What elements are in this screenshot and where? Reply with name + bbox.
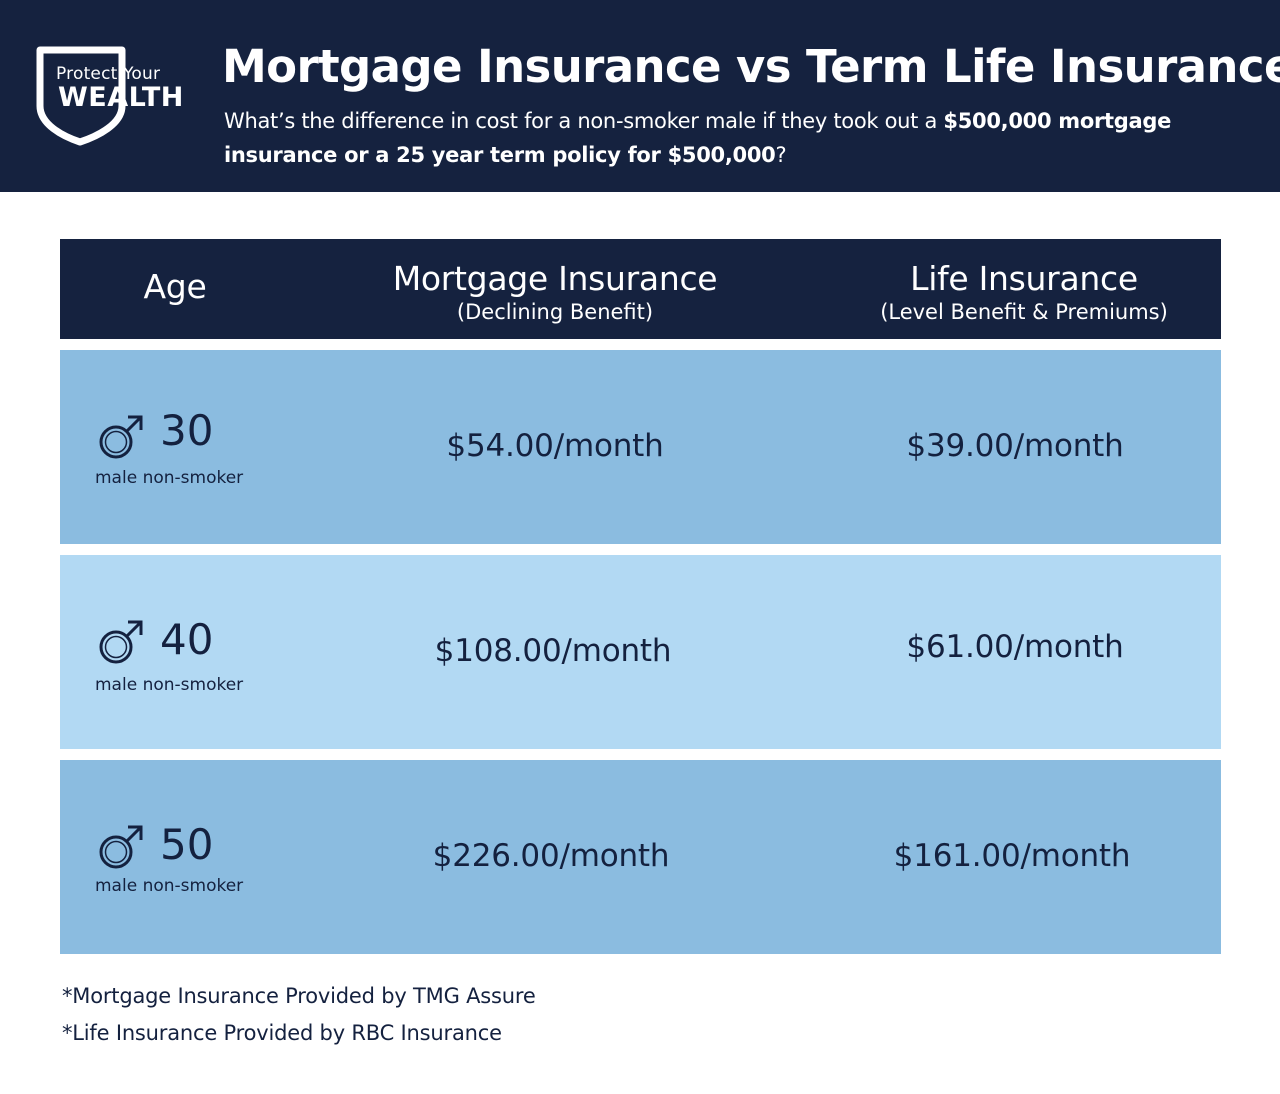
mortgage-price: $54.00/month (446, 428, 664, 464)
subtitle-text: What’s the difference in cost for a non-… (224, 109, 944, 133)
footnote-life-provider: *Life Insurance Provided by RBC Insuranc… (62, 1021, 502, 1045)
column-subtitle: (Level Benefit & Premiums) (880, 300, 1168, 324)
mortgage-price: $108.00/month (434, 633, 672, 669)
age-value: 40 (160, 615, 214, 664)
age-label: male non-smoker (95, 876, 244, 896)
logo: Protect Your WEALTH (36, 44, 196, 148)
column-title: Age (143, 267, 207, 306)
age-value: 30 (160, 406, 214, 455)
header-banner: Protect Your WEALTH Mortgage Insurance v… (0, 0, 1280, 192)
subtitle-end: ? (775, 143, 787, 167)
mortgage-price: $226.00/month (432, 838, 670, 874)
column-subtitle: (Declining Benefit) (456, 300, 654, 324)
table-header: Age Mortgage Insurance (Declining Benefi… (60, 239, 1221, 339)
column-header-mortgage: Mortgage Insurance (Declining Benefit) (355, 259, 755, 324)
age-label: male non-smoker (95, 468, 244, 488)
male-symbol-icon (99, 825, 143, 869)
male-symbol-icon (99, 620, 143, 664)
table-row: 40 male non-smoker $108.00/month $61.00/… (60, 555, 1221, 749)
life-price: $61.00/month (906, 629, 1124, 665)
logo-text-top: Protect Your (56, 64, 161, 84)
age-label: male non-smoker (95, 675, 244, 695)
column-title: Life Insurance (910, 259, 1138, 298)
life-price: $39.00/month (906, 428, 1124, 464)
footnote-mortgage-provider: *Mortgage Insurance Provided by TMG Assu… (62, 984, 536, 1008)
table-row: 30 male non-smoker $54.00/month $39.00/m… (60, 350, 1221, 544)
column-header-life: Life Insurance (Level Benefit & Premiums… (824, 259, 1224, 324)
shield-icon (36, 46, 126, 146)
age-value: 50 (160, 820, 214, 869)
column-title: Mortgage Insurance (392, 259, 718, 298)
male-symbol-icon (99, 415, 143, 459)
page-title: Mortgage Insurance vs Term Life Insuranc… (222, 40, 1280, 93)
table-row: 50 male non-smoker $226.00/month $161.00… (60, 760, 1221, 954)
logo-text-bottom: WEALTH (58, 82, 184, 113)
page-subtitle: What’s the difference in cost for a non-… (224, 104, 1234, 172)
life-price: $161.00/month (893, 838, 1131, 874)
column-header-age: Age (60, 267, 290, 306)
subtitle-bold-text: $500,000 mortgage insurance or a 25 year… (224, 109, 1172, 167)
